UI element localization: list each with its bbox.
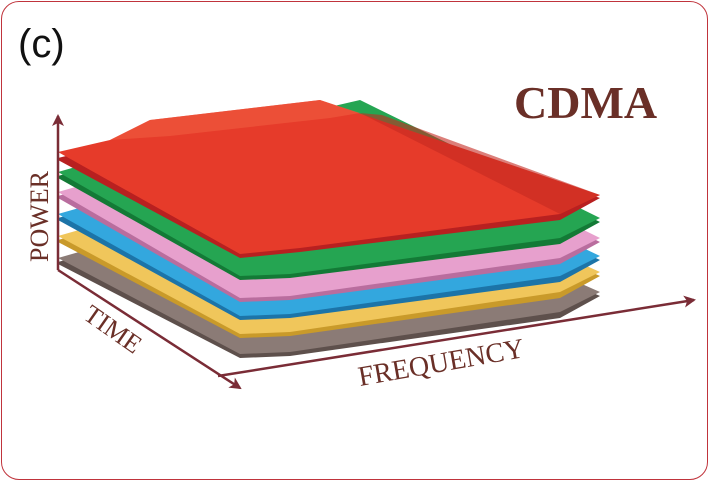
time-axis bbox=[57, 268, 242, 390]
layer-stack bbox=[58, 100, 600, 358]
frequency-axis bbox=[217, 295, 696, 378]
power-axis-label: POWER bbox=[25, 170, 54, 262]
panel-label: (c) bbox=[18, 22, 65, 66]
axes bbox=[52, 114, 696, 390]
diagram-title: CDMA bbox=[514, 77, 658, 128]
layer-red bbox=[58, 100, 600, 258]
time-axis-label: TIME bbox=[79, 299, 148, 359]
